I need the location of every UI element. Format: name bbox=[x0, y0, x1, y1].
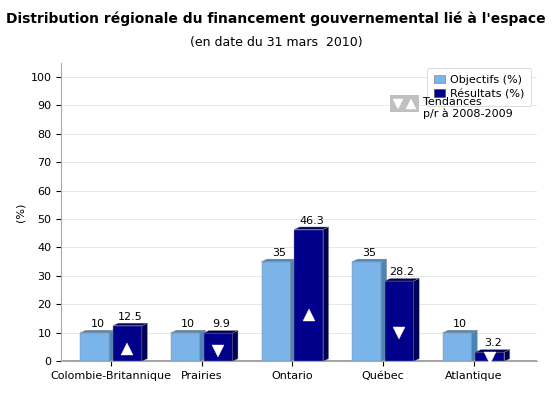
Text: 10: 10 bbox=[181, 319, 195, 329]
FancyBboxPatch shape bbox=[385, 281, 414, 361]
Polygon shape bbox=[232, 331, 238, 361]
FancyBboxPatch shape bbox=[352, 262, 381, 361]
Polygon shape bbox=[80, 330, 115, 333]
Polygon shape bbox=[113, 323, 147, 326]
FancyBboxPatch shape bbox=[294, 230, 323, 361]
Text: 12.5: 12.5 bbox=[118, 312, 142, 322]
Text: (en date du 31 mars  2010): (en date du 31 mars 2010) bbox=[190, 36, 362, 49]
FancyBboxPatch shape bbox=[80, 333, 109, 361]
Text: 10: 10 bbox=[91, 319, 104, 329]
Text: 9.9: 9.9 bbox=[212, 319, 230, 329]
Polygon shape bbox=[475, 350, 510, 352]
FancyBboxPatch shape bbox=[204, 333, 232, 361]
Polygon shape bbox=[262, 259, 296, 262]
Polygon shape bbox=[352, 259, 386, 262]
Y-axis label: (%): (%) bbox=[15, 202, 25, 222]
Polygon shape bbox=[381, 259, 386, 361]
Polygon shape bbox=[204, 331, 238, 333]
Text: 35: 35 bbox=[272, 248, 286, 258]
Text: 35: 35 bbox=[362, 248, 376, 258]
Polygon shape bbox=[472, 330, 477, 361]
FancyBboxPatch shape bbox=[171, 333, 200, 361]
Text: 3.2: 3.2 bbox=[484, 338, 501, 348]
Polygon shape bbox=[443, 330, 477, 333]
Text: Distribution régionale du financement gouvernemental lié à l'espace: Distribution régionale du financement go… bbox=[6, 12, 546, 27]
FancyBboxPatch shape bbox=[443, 333, 472, 361]
Polygon shape bbox=[142, 323, 147, 361]
Text: 28.2: 28.2 bbox=[390, 267, 415, 277]
Polygon shape bbox=[505, 350, 510, 361]
Polygon shape bbox=[171, 330, 205, 333]
FancyBboxPatch shape bbox=[475, 352, 505, 361]
Polygon shape bbox=[290, 259, 296, 361]
Polygon shape bbox=[385, 278, 419, 281]
Polygon shape bbox=[414, 278, 419, 361]
Polygon shape bbox=[323, 227, 328, 361]
Legend: Objectifs (%), Résultats (%): Objectifs (%), Résultats (%) bbox=[427, 68, 532, 106]
Polygon shape bbox=[200, 330, 205, 361]
Polygon shape bbox=[109, 330, 115, 361]
Text: 10: 10 bbox=[453, 319, 467, 329]
Text: Tendances
p/r à 2008-2009: Tendances p/r à 2008-2009 bbox=[423, 97, 513, 120]
FancyBboxPatch shape bbox=[262, 262, 290, 361]
Polygon shape bbox=[294, 227, 328, 230]
Text: 46.3: 46.3 bbox=[299, 215, 323, 226]
FancyBboxPatch shape bbox=[113, 326, 142, 361]
